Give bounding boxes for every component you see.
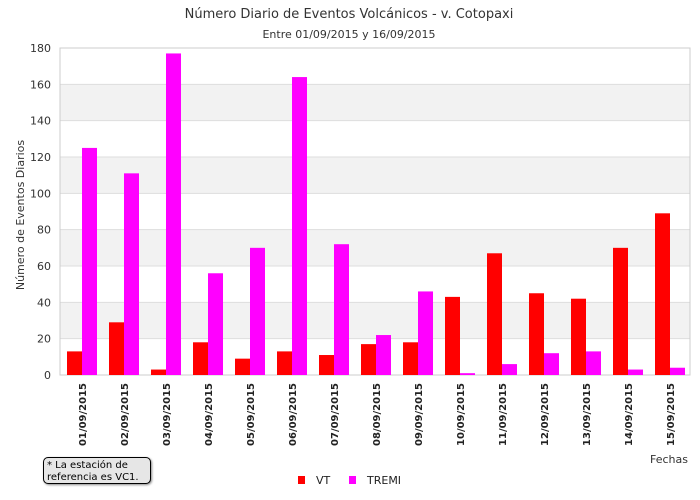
- x-tick-label: 09/09/2015: [414, 383, 425, 446]
- bar-vt-14[interactable]: [655, 213, 670, 375]
- y-tick-label: 40: [37, 296, 51, 309]
- bar-vt-1[interactable]: [109, 322, 124, 375]
- bar-vt-11[interactable]: [529, 293, 544, 375]
- y-tick-label: 0: [44, 369, 51, 382]
- bar-vt-6[interactable]: [319, 355, 334, 375]
- y-tick-label: 180: [30, 42, 51, 55]
- bar-tremi-7[interactable]: [376, 335, 391, 375]
- grid-band: [60, 48, 690, 85]
- bar-tremi-11[interactable]: [544, 353, 559, 375]
- bar-tremi-14[interactable]: [670, 367, 685, 375]
- bar-tremi-4[interactable]: [250, 247, 265, 375]
- chart-title: Número Diario de Eventos Volcánicos - v.…: [185, 7, 514, 22]
- chart-subtitle: Entre 01/09/2015 y 16/09/2015: [262, 28, 435, 41]
- bars: [67, 53, 685, 376]
- grid-band: [60, 84, 690, 121]
- y-tick-label: 160: [30, 78, 51, 91]
- legend-label-tremi[interactable]: TREMI: [366, 474, 401, 487]
- x-tick-label: 10/09/2015: [456, 383, 467, 446]
- y-axis-label: Número de Eventos Diarios: [14, 140, 27, 290]
- bar-tremi-1[interactable]: [124, 173, 139, 375]
- x-tick-label: 06/09/2015: [288, 383, 299, 446]
- y-tick-label: 80: [37, 224, 51, 237]
- y-tick-label: 140: [30, 115, 51, 128]
- x-axis-ticks: 01/09/2015 02/09/2015 03/09/2015 04/09/2015…: [78, 383, 677, 446]
- note-line-1: * La estación de: [47, 460, 128, 471]
- x-tick-label: 14/09/2015: [624, 383, 635, 446]
- x-tick-label: 08/09/2015: [372, 383, 383, 446]
- x-tick-label: 11/09/2015: [498, 383, 509, 446]
- bar-tremi-9[interactable]: [460, 373, 475, 375]
- y-tick-label: 100: [30, 187, 51, 200]
- y-tick-label: 20: [37, 333, 51, 346]
- x-tick-label: 15/09/2015: [666, 383, 677, 446]
- y-tick-label: 120: [30, 151, 51, 164]
- bar-tremi-2[interactable]: [166, 53, 181, 375]
- bar-tremi-12[interactable]: [586, 351, 601, 375]
- x-axis-label: Fechas: [650, 453, 688, 466]
- bar-vt-5[interactable]: [277, 351, 292, 375]
- grid-band: [60, 266, 690, 303]
- bar-vt-4[interactable]: [235, 358, 250, 375]
- bar-tremi-8[interactable]: [418, 291, 433, 375]
- x-tick-label: 03/09/2015: [162, 383, 173, 446]
- x-tick-label: 12/09/2015: [540, 383, 551, 446]
- x-tick-label: 04/09/2015: [204, 383, 215, 446]
- bar-tremi-6[interactable]: [334, 244, 349, 375]
- y-axis-ticks: 0 20 40 60 80 100 120 140 160 180: [30, 42, 51, 382]
- bar-vt-8[interactable]: [403, 342, 418, 375]
- bar-vt-13[interactable]: [613, 247, 628, 375]
- bar-vt-2[interactable]: [151, 369, 166, 375]
- bar-tremi-0[interactable]: [82, 147, 97, 375]
- grid-band: [60, 120, 690, 157]
- bar-vt-3[interactable]: [193, 342, 208, 375]
- x-tick-label: 01/09/2015: [78, 383, 89, 446]
- grid-band: [60, 302, 690, 339]
- bar-tremi-5[interactable]: [292, 77, 307, 376]
- legend: VT TREMI: [298, 474, 401, 487]
- x-tick-label: 07/09/2015: [330, 383, 341, 446]
- y-tick-label: 60: [37, 260, 51, 273]
- reference-note: * La estación de referencia es VC1.: [43, 457, 151, 484]
- bar-vt-7[interactable]: [361, 344, 376, 375]
- x-tick-label: 05/09/2015: [246, 383, 257, 446]
- bar-vt-9[interactable]: [445, 296, 460, 375]
- note-line-2: referencia es VC1.: [47, 472, 139, 483]
- bar-vt-0[interactable]: [67, 351, 82, 375]
- grid-band: [60, 193, 690, 230]
- bar-tremi-3[interactable]: [208, 273, 223, 375]
- x-tick-label: 13/09/2015: [582, 383, 593, 446]
- legend-swatch-tremi[interactable]: [349, 476, 356, 484]
- bar-vt-12[interactable]: [571, 298, 586, 375]
- grid-band: [60, 157, 690, 194]
- bar-tremi-13[interactable]: [628, 369, 643, 375]
- grid-band: [60, 229, 690, 266]
- bar-tremi-10[interactable]: [502, 364, 517, 375]
- legend-swatch-vt[interactable]: [298, 476, 305, 484]
- grid-bands: [60, 47, 690, 376]
- bar-vt-10[interactable]: [487, 253, 502, 375]
- legend-label-vt[interactable]: VT: [316, 474, 331, 487]
- x-tick-label: 02/09/2015: [120, 383, 131, 446]
